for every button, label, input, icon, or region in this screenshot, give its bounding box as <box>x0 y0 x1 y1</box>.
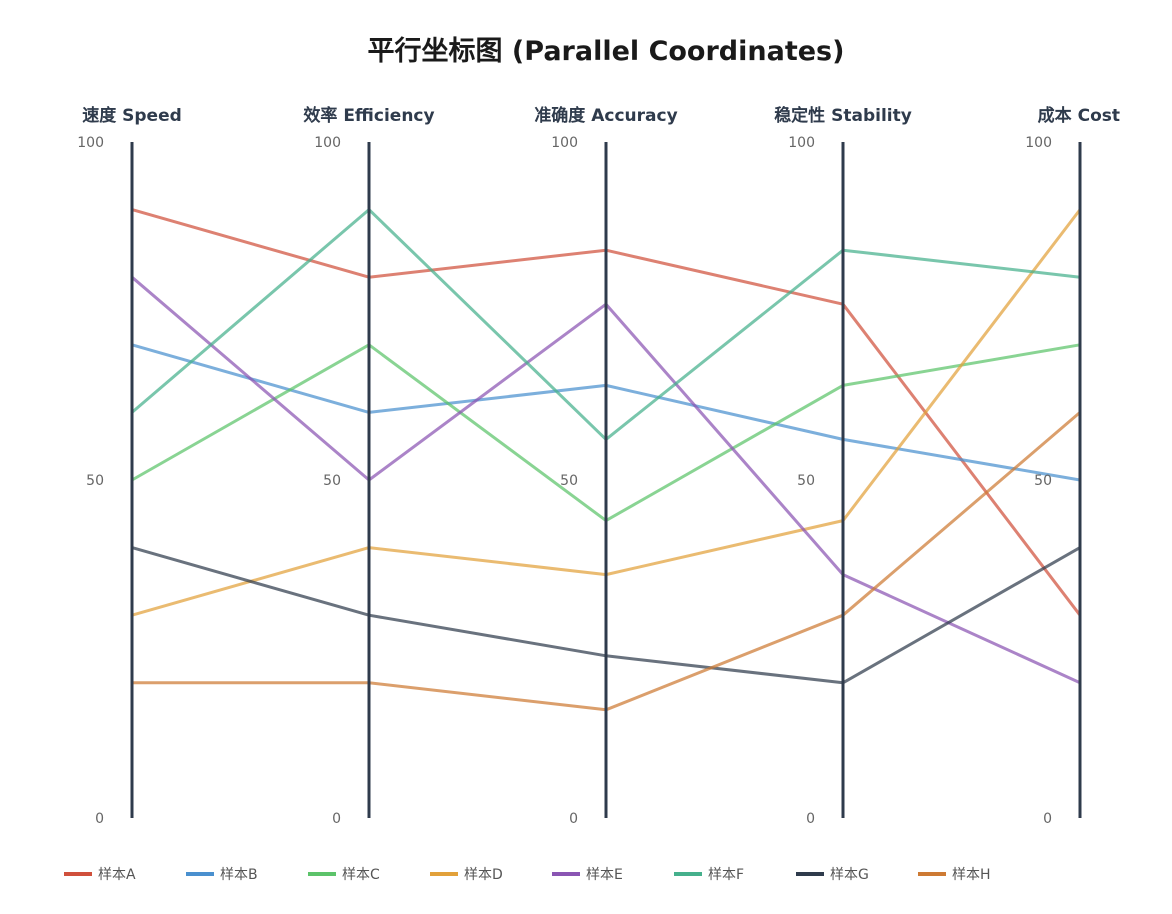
legend-item-f: 样本F <box>674 867 744 883</box>
legend-label-g: 样本G <box>830 867 869 883</box>
legend-label-d: 样本D <box>464 867 503 883</box>
legend-label-h: 样本H <box>952 867 991 883</box>
legend-item-e: 样本E <box>552 867 623 883</box>
tick-label-cost-100: 100 <box>1025 135 1052 151</box>
legend-item-b: 样本B <box>186 867 258 883</box>
tick-label-efficiency-50: 50 <box>323 473 341 489</box>
axis-label-efficiency: 效率 Efficiency <box>303 105 434 126</box>
axis-label-cost: 成本 Cost <box>1038 105 1120 126</box>
legend-item-a: 样本A <box>64 867 136 883</box>
axis-label-accuracy: 准确度 Accuracy <box>534 105 677 126</box>
tick-label-accuracy-0: 0 <box>569 811 578 827</box>
tick-label-stability-100: 100 <box>788 135 815 151</box>
axis-label-speed: 速度 Speed <box>82 105 182 126</box>
axis-label-stability: 稳定性 Stability <box>774 105 912 126</box>
legend-item-c: 样本C <box>308 867 380 883</box>
legend-label-b: 样本B <box>220 867 258 883</box>
legend-item-d: 样本D <box>430 867 503 883</box>
tick-label-stability-0: 0 <box>806 811 815 827</box>
legend-label-c: 样本C <box>342 867 380 883</box>
legend-label-f: 样本F <box>708 867 744 883</box>
tick-label-efficiency-0: 0 <box>332 811 341 827</box>
legend-item-h: 样本H <box>918 867 991 883</box>
tick-label-accuracy-50: 50 <box>560 473 578 489</box>
tick-label-efficiency-100: 100 <box>314 135 341 151</box>
legend-item-g: 样本G <box>796 867 869 883</box>
tick-label-cost-0: 0 <box>1043 811 1052 827</box>
tick-label-accuracy-100: 100 <box>551 135 578 151</box>
chart-title: 平行坐标图 (Parallel Coordinates) <box>368 35 845 67</box>
legend-label-a: 样本A <box>98 867 136 883</box>
tick-label-stability-50: 50 <box>797 473 815 489</box>
legend: 样本A 样本B 样本C 样本D 样本E 样本F 样本G 样本H <box>64 867 991 883</box>
tick-label-speed-50: 50 <box>86 473 104 489</box>
tick-label-speed-0: 0 <box>95 811 104 827</box>
tick-label-cost-50: 50 <box>1034 473 1052 489</box>
tick-label-speed-100: 100 <box>77 135 104 151</box>
legend-label-e: 样本E <box>586 867 623 883</box>
axes: 速度 Speed 0 50 100 效率 Efficiency 0 50 100 准确度 Acc… <box>77 105 1120 827</box>
